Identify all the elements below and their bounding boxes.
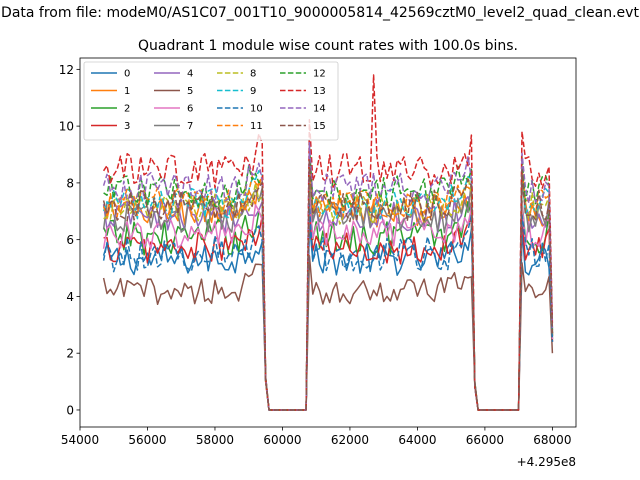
y-tick-label: 6 (66, 233, 74, 247)
legend-label-1: 1 (124, 86, 130, 97)
x-tick-label: 64000 (398, 433, 436, 447)
legend-label-8: 8 (250, 69, 256, 80)
plot-lines (102, 74, 554, 411)
x-tick-label: 68000 (533, 433, 571, 447)
x-tick-label: 60000 (263, 433, 301, 447)
legend-label-9: 9 (250, 86, 256, 97)
legend-label-14: 14 (313, 104, 326, 115)
legend-label-15: 15 (313, 121, 326, 132)
legend-label-4: 4 (187, 69, 193, 80)
legend-label-13: 13 (313, 86, 326, 97)
legend-label-2: 2 (124, 104, 130, 115)
x-tick-label: 66000 (466, 433, 504, 447)
series-line-12 (103, 145, 554, 411)
x-tick-label: 54000 (61, 433, 99, 447)
x-tick-label: 62000 (331, 433, 369, 447)
axes-frame (79, 57, 577, 428)
series-line-15 (102, 158, 554, 411)
chart-title: Quadrant 1 module wise count rates with … (138, 38, 518, 54)
y-axis: 0 2 4 6 8 10 12 (59, 63, 80, 417)
x-axis: 54000 56000 58000 60000 62000 64000 66000 68000 (61, 427, 571, 447)
x-tick-label: 58000 (196, 433, 234, 447)
y-tick-label: 0 (66, 403, 74, 417)
y-tick-label: 12 (59, 63, 74, 77)
legend-label-0: 0 (124, 69, 130, 80)
legend-label-3: 3 (124, 121, 130, 132)
legend-label-5: 5 (187, 86, 193, 97)
legend-label-12: 12 (313, 69, 326, 80)
legend-label-10: 10 (250, 104, 263, 115)
y-tick-label: 10 (59, 120, 74, 134)
legend-box (83, 61, 339, 141)
y-tick-label: 4 (66, 290, 74, 304)
y-tick-label: 2 (66, 347, 74, 361)
figure-suptitle: Data from file: modeM0/AS1C07_001T10_900… (1, 5, 639, 21)
x-tick-label: 56000 (128, 433, 166, 447)
series-line-10 (102, 203, 554, 411)
y-tick-label: 8 (66, 176, 74, 190)
legend-label-11: 11 (250, 121, 263, 132)
legend-label-6: 6 (187, 104, 193, 115)
legend-label-7: 7 (187, 121, 193, 132)
x-offset-label: +4.295e8 (517, 455, 576, 469)
